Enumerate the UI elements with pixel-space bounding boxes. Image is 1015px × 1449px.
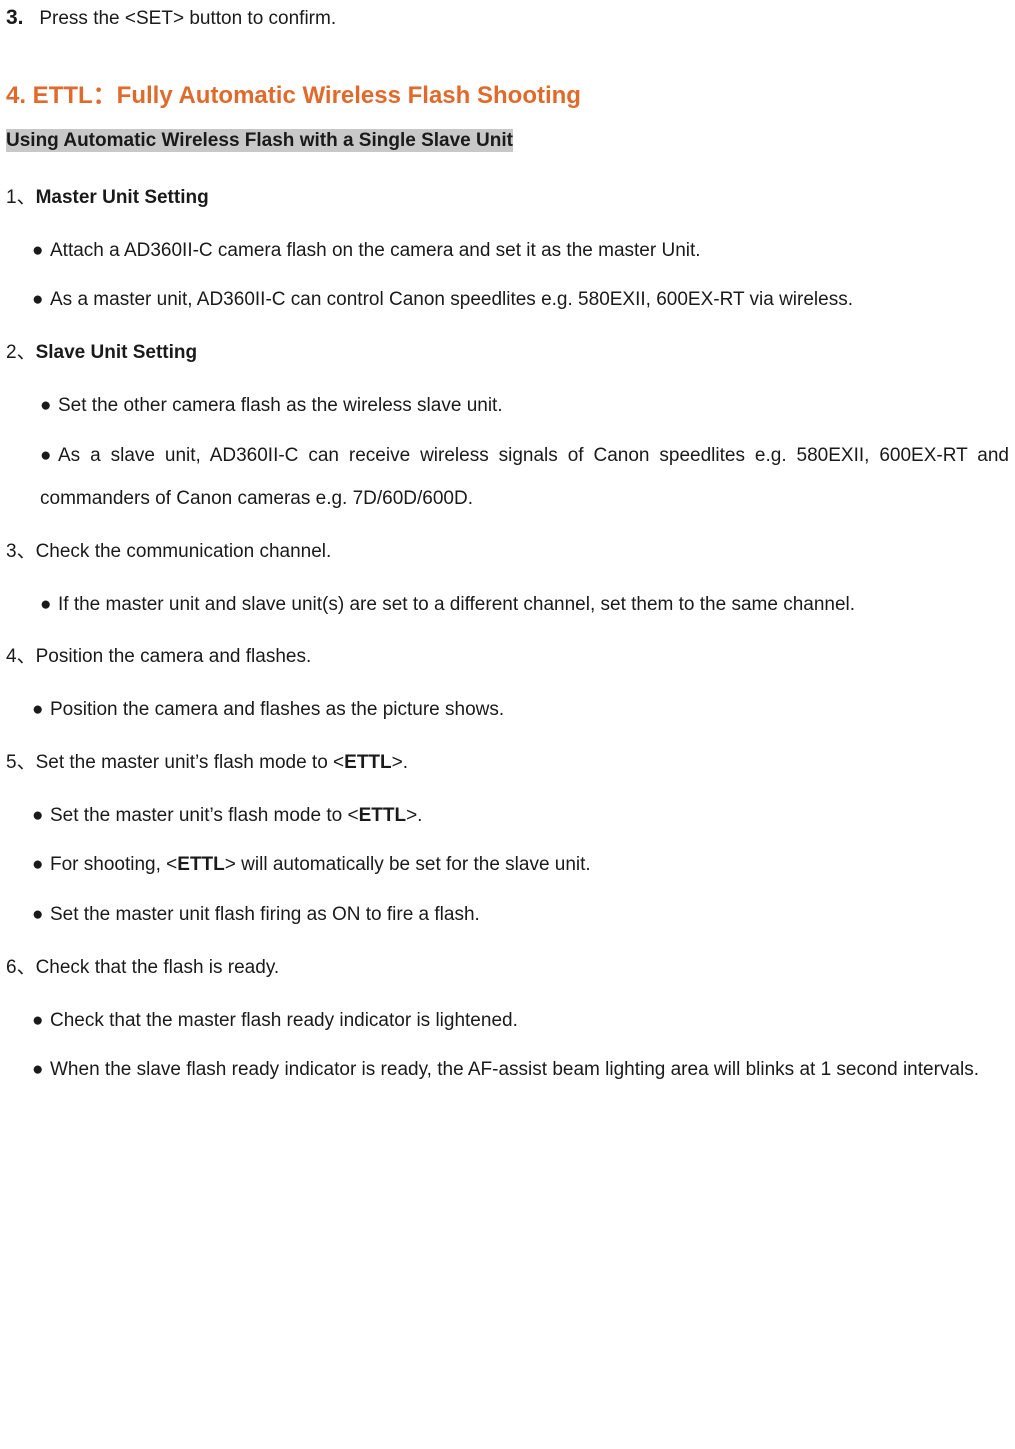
item-5-bullet-1: ●Set the master unit’s flash mode to <ET… bbox=[32, 794, 1009, 838]
item-5-b3-text: Set the master unit flash firing as ON t… bbox=[50, 904, 480, 925]
bullet-icon: ● bbox=[32, 1048, 50, 1092]
item-3: 3、Check the communication channel. bbox=[6, 531, 1009, 573]
item-1-bullet-2: ●As a master unit, AD360II-C can control… bbox=[32, 278, 1009, 322]
item-5-b1-pre: Set the master unit’s flash mode to < bbox=[50, 805, 359, 826]
item-3-bullet-1: ●If the master unit and slave unit(s) ar… bbox=[40, 583, 1009, 627]
item-3-title: Check the communication channel. bbox=[36, 541, 332, 562]
item-6-title: Check that the flash is ready. bbox=[36, 957, 280, 978]
item-1-bullet-1-text: Attach a AD360II-C camera flash on the c… bbox=[50, 240, 701, 261]
item-1: 1、Master Unit Setting bbox=[6, 177, 1009, 219]
step3-line: 3. Press the <SET> button to confirm. bbox=[6, 0, 1009, 36]
item-1-bullet-2-text: As a master unit, AD360II-C can control … bbox=[50, 289, 853, 310]
bullet-icon: ● bbox=[40, 434, 58, 478]
bullet-icon: ● bbox=[32, 278, 50, 322]
item-5-b1-bold: ETTL bbox=[359, 805, 407, 826]
item-5-b1-post: >. bbox=[406, 805, 422, 826]
bullet-icon: ● bbox=[32, 229, 50, 273]
step3-text: Press the <SET> button to confirm. bbox=[39, 8, 336, 29]
item-2-bullet-2-text: As a slave unit, AD360II-C can receive w… bbox=[40, 445, 1009, 510]
item-6-b2-text: When the slave flash ready indicator is … bbox=[50, 1059, 979, 1080]
item-5-title-post: >. bbox=[392, 752, 408, 773]
bullet-icon: ● bbox=[40, 583, 58, 627]
item-2-bullet-1-text: Set the other camera flash as the wirele… bbox=[58, 395, 503, 416]
item-3-bullet-1-text: If the master unit and slave unit(s) are… bbox=[58, 594, 855, 615]
item-5-title-bold: ETTL bbox=[344, 752, 392, 773]
item-5-bullet-3: ●Set the master unit flash firing as ON … bbox=[32, 893, 1009, 937]
item-4-bullet-1: ●Position the camera and flashes as the … bbox=[32, 688, 1009, 732]
item-4-title: Position the camera and flashes. bbox=[36, 646, 312, 667]
item-6-num: 6、 bbox=[6, 957, 36, 978]
bullet-icon: ● bbox=[32, 843, 50, 887]
item-4: 4、Position the camera and flashes. bbox=[6, 636, 1009, 678]
item-2-num: 2、 bbox=[6, 342, 36, 363]
step3-number: 3. bbox=[6, 6, 24, 29]
item-1-bullet-1: ●Attach a AD360II-C camera flash on the … bbox=[32, 229, 1009, 273]
bullet-icon: ● bbox=[40, 384, 58, 428]
item-2: 2、Slave Unit Setting bbox=[6, 332, 1009, 374]
item-3-num: 3、 bbox=[6, 541, 36, 562]
item-5-b2-post: > will automatically be set for the slav… bbox=[225, 854, 591, 875]
item-2-title: Slave Unit Setting bbox=[36, 342, 198, 363]
item-5-title-pre: Set the master unit’s flash mode to < bbox=[36, 752, 345, 773]
bullet-icon: ● bbox=[32, 893, 50, 937]
item-4-num: 4、 bbox=[6, 646, 36, 667]
item-1-title: Master Unit Setting bbox=[36, 187, 209, 208]
sub-heading: Using Automatic Wireless Flash with a Si… bbox=[6, 129, 513, 152]
item-5-num: 5、 bbox=[6, 752, 36, 773]
item-5-b2-bold: ETTL bbox=[177, 854, 225, 875]
item-5-bullet-2: ●For shooting, <ETTL> will automatically… bbox=[32, 843, 1009, 887]
page-root: 3. Press the <SET> button to confirm. 4.… bbox=[0, 0, 1015, 1449]
item-4-bullet-1-text: Position the camera and flashes as the p… bbox=[50, 699, 504, 720]
item-2-bullet-1: ●Set the other camera flash as the wirel… bbox=[40, 384, 1009, 428]
item-6: 6、Check that the flash is ready. bbox=[6, 947, 1009, 989]
section-heading: 4. ETTL：Fully Automatic Wireless Flash S… bbox=[6, 76, 1009, 117]
item-1-num: 1、 bbox=[6, 187, 36, 208]
bullet-icon: ● bbox=[32, 999, 50, 1043]
item-6-bullet-1: ●Check that the master flash ready indic… bbox=[32, 999, 1009, 1043]
item-6-bullet-2: ●When the slave flash ready indicator is… bbox=[32, 1048, 1009, 1092]
item-5-b2-pre: For shooting, < bbox=[50, 854, 177, 875]
bullet-icon: ● bbox=[32, 794, 50, 838]
item-2-bullet-2: ●As a slave unit, AD360II-C can receive … bbox=[40, 434, 1009, 521]
item-6-b1-text: Check that the master flash ready indica… bbox=[50, 1010, 518, 1031]
bullet-icon: ● bbox=[32, 688, 50, 732]
sub-heading-wrap: Using Automatic Wireless Flash with a Si… bbox=[6, 126, 1009, 156]
item-5: 5、Set the master unit’s flash mode to <E… bbox=[6, 742, 1009, 784]
